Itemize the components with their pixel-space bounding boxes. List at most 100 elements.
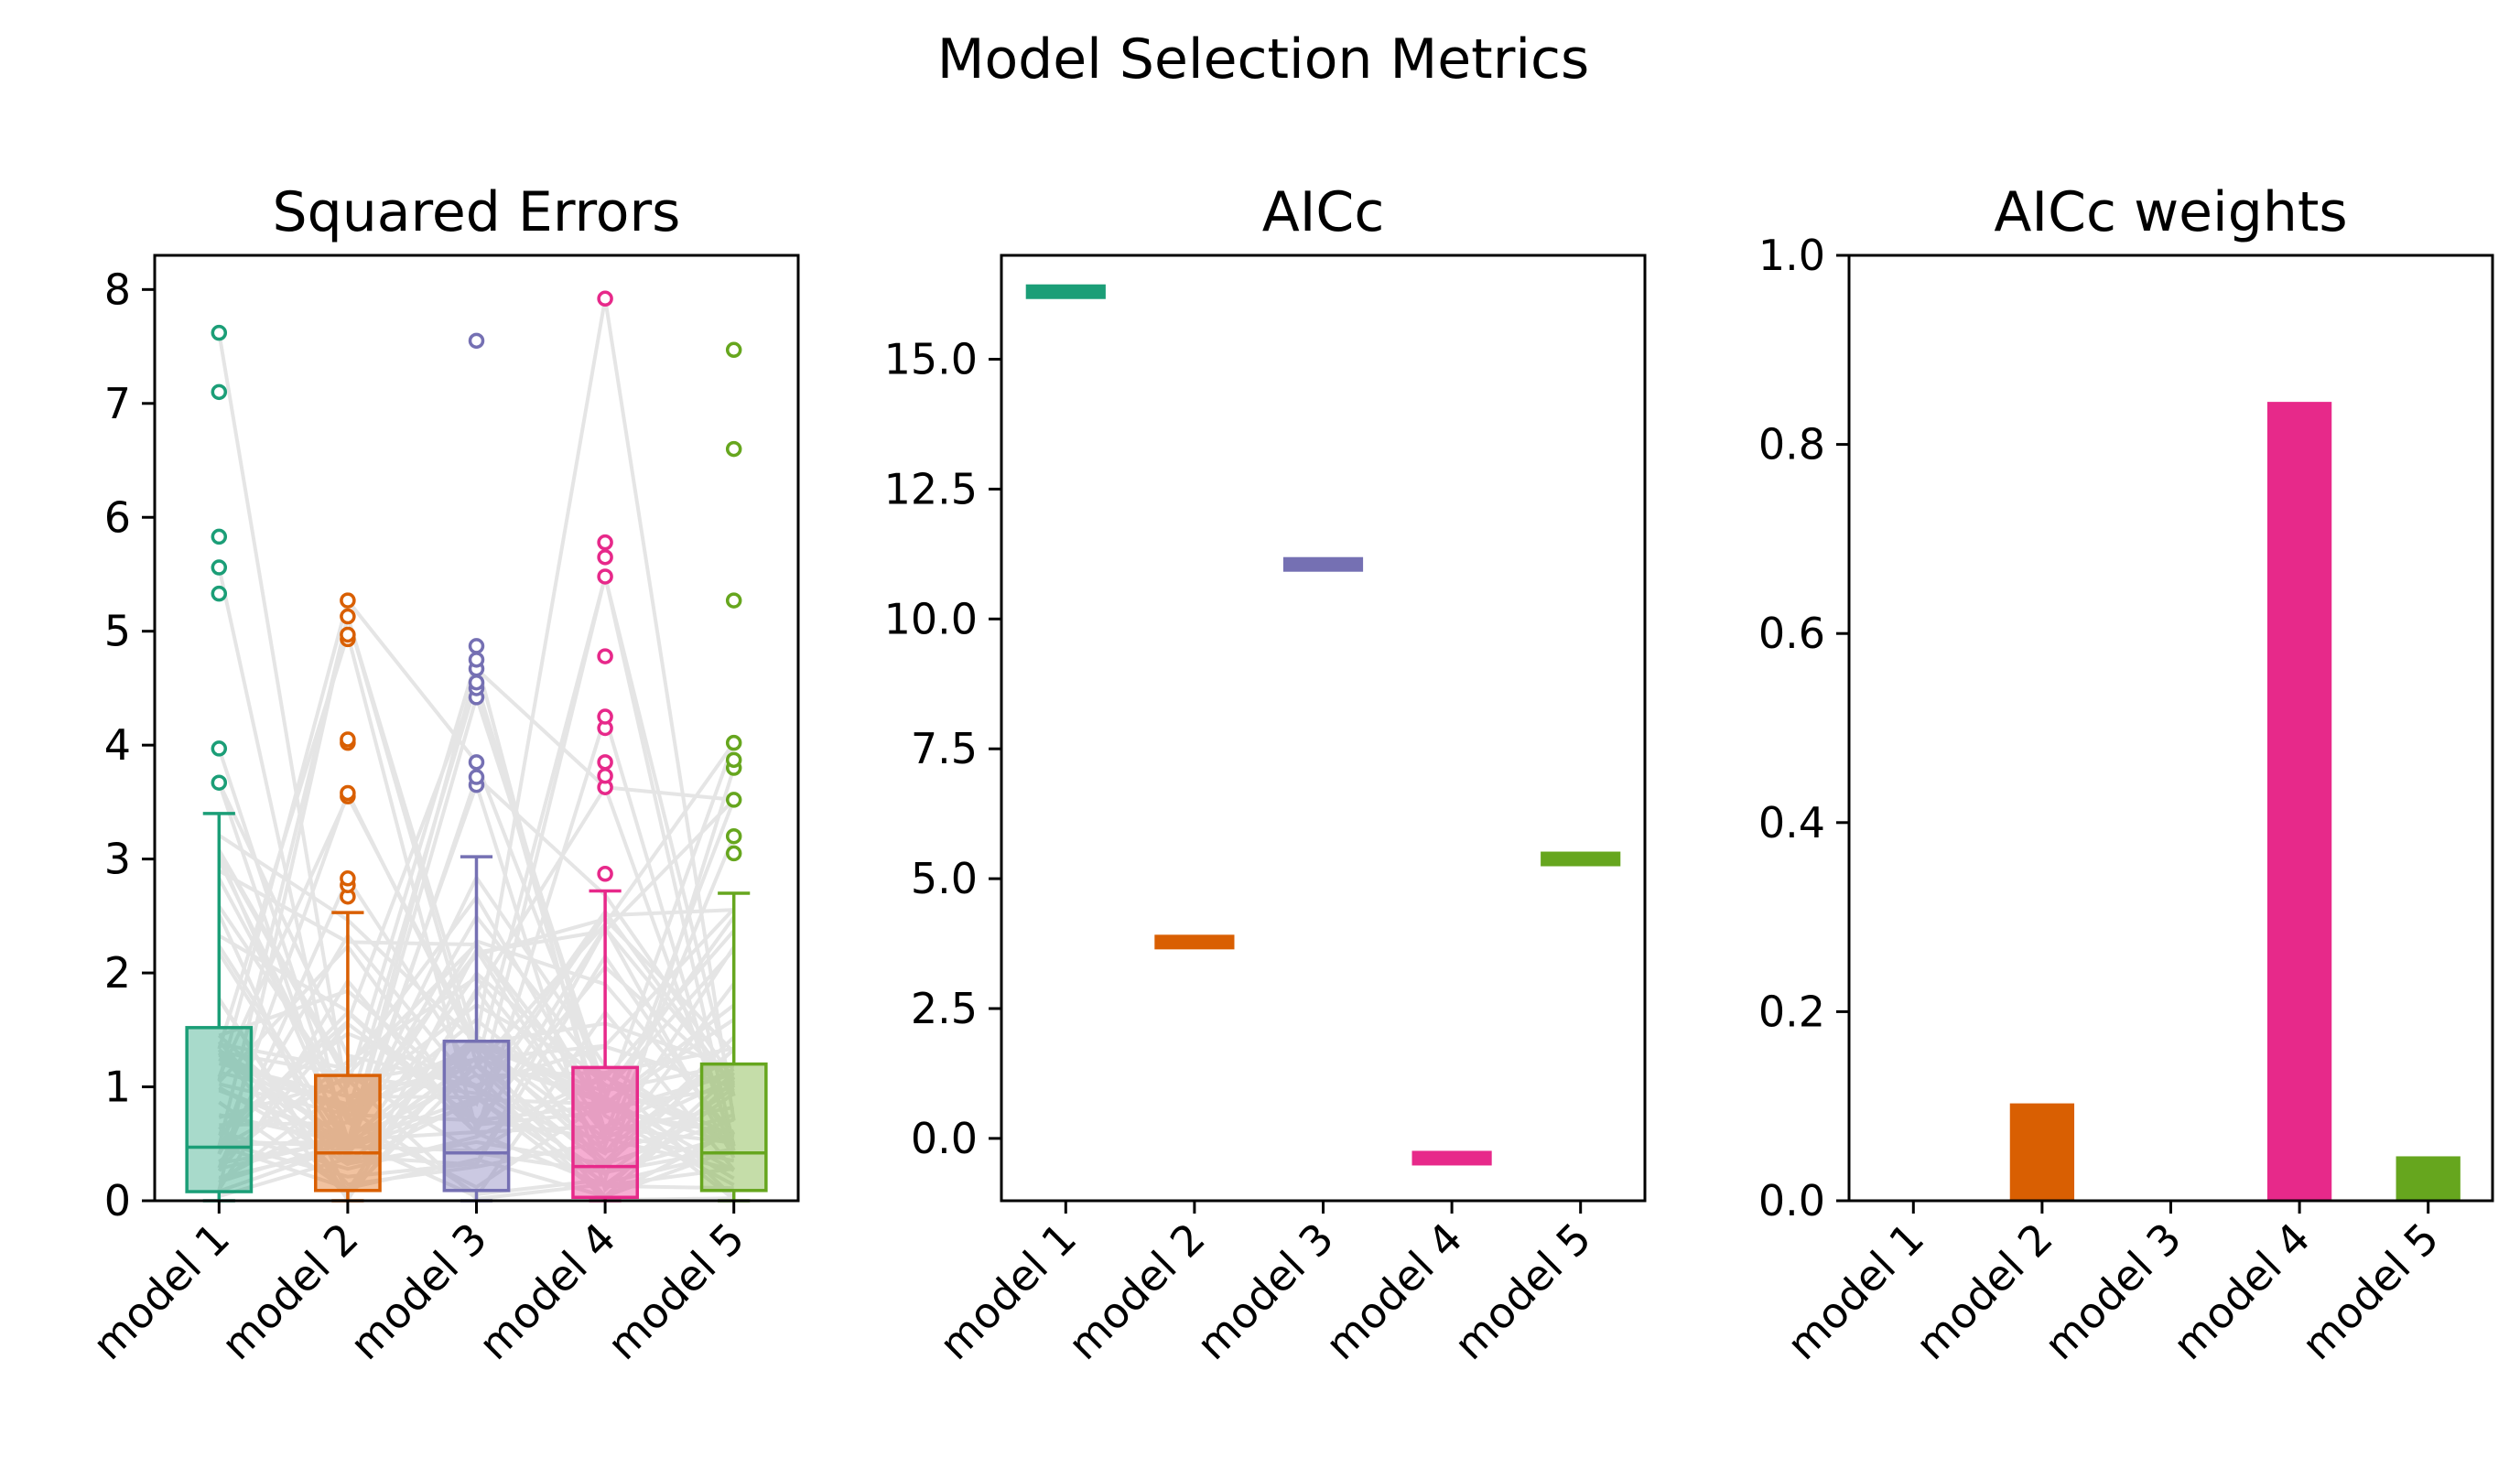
x-tick-label: model 2: [1906, 1214, 2062, 1370]
aicc-marker-model-5: [1541, 851, 1621, 867]
box-model-1: [185, 324, 254, 1203]
y-tick-label: 15.0: [884, 335, 978, 384]
outlier-point: [597, 866, 613, 882]
outlier-point: [597, 534, 613, 551]
y-tick-label: 7.5: [911, 724, 978, 773]
outlier-point: [211, 740, 228, 757]
outlier-point: [468, 638, 485, 654]
x-tick-label: model 5: [2292, 1214, 2449, 1370]
paired-line: [218, 908, 734, 1180]
outlier-point: [468, 652, 485, 668]
y-tick-label: 0.0: [1758, 1176, 1825, 1225]
outlier-point: [211, 324, 228, 341]
x-tick-label: model 3: [2035, 1214, 2191, 1370]
box-model-4: [571, 290, 640, 1203]
outlier-point: [211, 528, 228, 545]
outlier-point: [340, 731, 356, 748]
y-tick-label: 10.0: [884, 594, 978, 643]
paired-line: [218, 1031, 735, 1131]
box-model-5: [699, 341, 768, 1203]
x-tick-label: model 1: [1778, 1214, 1934, 1370]
y-tick-label: 0: [104, 1176, 131, 1225]
paired-line: [217, 1009, 734, 1188]
y-tick-label: 12.5: [884, 464, 978, 513]
y-tick-label: 0.2: [1758, 987, 1825, 1036]
y-tick-label: 5: [104, 607, 131, 656]
aicc-marker-model-4: [1411, 1150, 1492, 1166]
x-tick-label: model 5: [598, 1214, 754, 1370]
y-tick-label: 1: [104, 1063, 131, 1112]
x-tick-label: model 3: [1187, 1214, 1344, 1370]
outlier-point: [725, 592, 742, 609]
paired-line: [217, 782, 735, 1166]
box-iqr: [442, 1040, 511, 1193]
x-tick-label: model 2: [1058, 1214, 1215, 1370]
outlier-point: [468, 674, 485, 691]
outlier-point: [340, 592, 356, 609]
y-tick-label: 0.4: [1758, 798, 1825, 847]
outlier-point: [725, 792, 742, 808]
box-iqr: [699, 1062, 768, 1193]
aicc-axes-frame: [1000, 254, 1647, 1203]
paired-line: [218, 1003, 735, 1167]
outlier-point: [211, 774, 228, 791]
y-tick-label: 8: [104, 264, 131, 314]
outlier-point: [468, 332, 485, 350]
paired-line: [217, 952, 736, 1167]
outlier-point: [597, 648, 613, 664]
outlier-point: [468, 754, 485, 771]
outlier-point: [597, 290, 613, 308]
y-tick-label: 0.0: [911, 1114, 978, 1163]
outlier-point: [725, 751, 742, 769]
x-tick-label: model 5: [1444, 1214, 1601, 1370]
aicc-weights-axes-frame: [1847, 254, 2494, 1203]
x-tick-label: model 3: [341, 1214, 497, 1370]
y-tick-label: 0.8: [1758, 420, 1825, 469]
outlier-point: [725, 734, 742, 751]
outlier-point: [597, 754, 613, 771]
squared-errors-title: Squared Errors: [273, 180, 681, 244]
aicc-weights-title: AICc weights: [1994, 180, 2347, 244]
y-tick-label: 0.6: [1758, 609, 1825, 658]
figure-suptitle: Model Selection Metrics: [937, 27, 1590, 92]
outlier-point: [340, 626, 356, 643]
outlier-point: [340, 784, 356, 802]
y-tick-label: 3: [104, 835, 131, 884]
y-tick-label: 2: [104, 948, 131, 998]
box-model-2: [314, 592, 382, 1203]
aicc-title: AICc: [1262, 180, 1385, 244]
y-tick-label: 5.0: [911, 854, 978, 903]
box-model-3: [442, 332, 511, 1203]
y-tick-label: 7: [104, 379, 131, 428]
outlier-point: [211, 585, 228, 602]
outlier-point: [725, 827, 742, 845]
outlier-point: [211, 559, 228, 576]
x-tick-label: model 2: [211, 1214, 368, 1370]
aicc-marker-model-3: [1282, 556, 1364, 572]
paired-line: [218, 1128, 735, 1199]
paired-line: [218, 1053, 735, 1201]
outlier-point: [211, 383, 228, 401]
box-iqr: [571, 1065, 640, 1200]
outlier-point: [725, 341, 742, 359]
outlier-point: [597, 549, 613, 566]
x-tick-label: model 1: [930, 1214, 1087, 1370]
outlier-point: [597, 568, 613, 585]
x-tick-label: model 4: [2163, 1214, 2320, 1370]
aicc-marker-model-2: [1154, 934, 1235, 950]
bar-model-5: [2396, 1156, 2461, 1201]
y-tick-label: 2.5: [911, 984, 978, 1033]
x-tick-label: model 4: [469, 1214, 625, 1370]
box-iqr: [314, 1074, 382, 1193]
y-tick-label: 4: [104, 720, 131, 770]
box-iqr: [185, 1026, 254, 1193]
x-tick-label: model 4: [1315, 1214, 1472, 1370]
outlier-point: [340, 608, 356, 625]
paired-line: [218, 1079, 736, 1199]
outlier-point: [725, 440, 742, 458]
bar-model-4: [2266, 402, 2332, 1201]
y-tick-label: 6: [104, 492, 131, 542]
